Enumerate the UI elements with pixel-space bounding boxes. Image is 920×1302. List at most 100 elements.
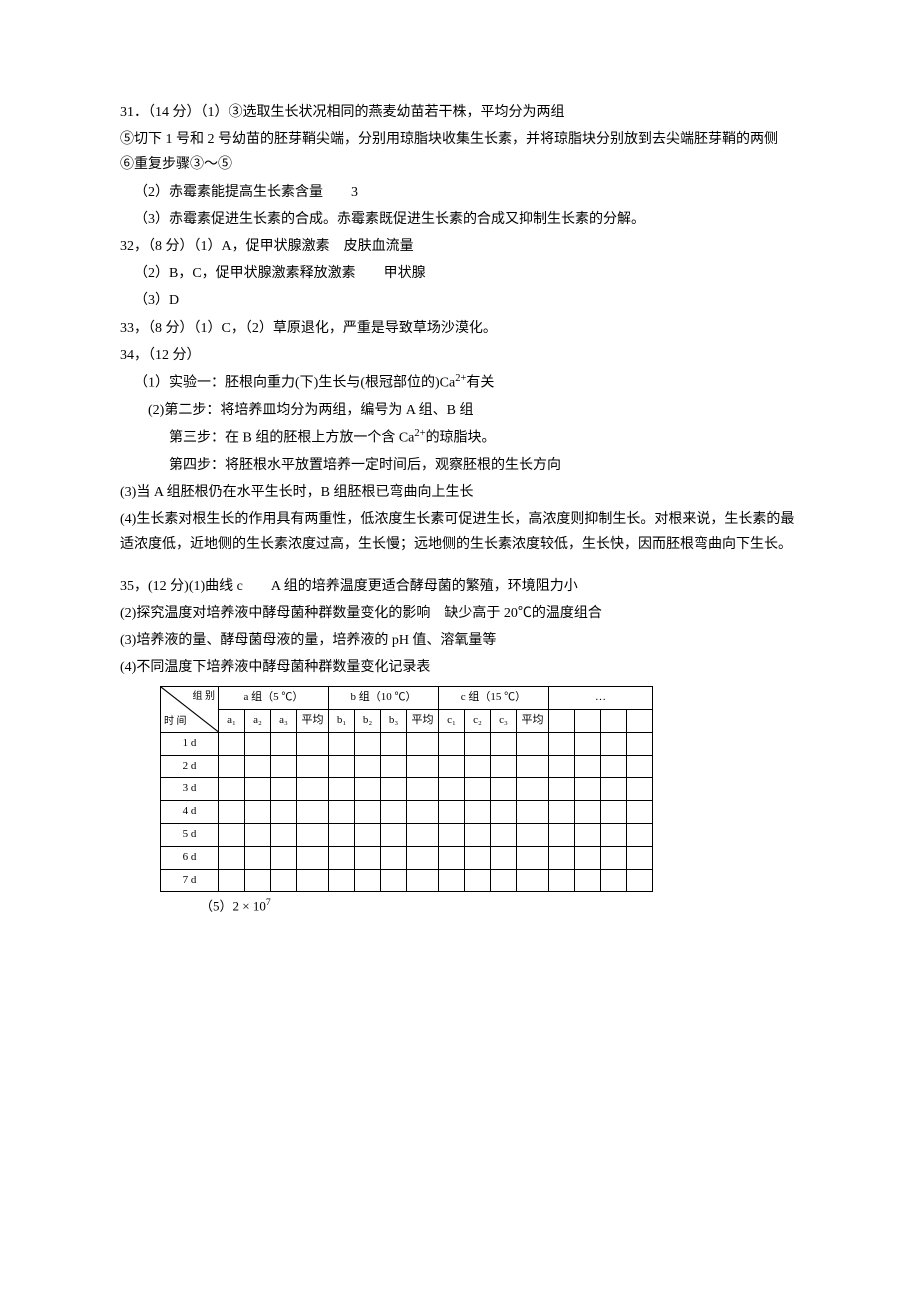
data-cell bbox=[297, 778, 329, 801]
q34-line5: 第四步：将胚根水平放置培养一定时间后，观察胚根的生长方向 bbox=[120, 453, 800, 478]
data-cell bbox=[601, 824, 627, 847]
data-cell bbox=[245, 778, 271, 801]
data-cell bbox=[439, 824, 465, 847]
q35-line2: (2)探究温度对培养液中酵母菌种群数量变化的影响 缺少高于 20℃的温度组合 bbox=[120, 601, 800, 626]
data-cell bbox=[381, 755, 407, 778]
data-cell bbox=[627, 732, 653, 755]
time-cell: 6 d bbox=[161, 846, 219, 869]
q34-line6: (3)当 A 组胚根仍在水平生长时，B 组胚根已弯曲向上生长 bbox=[120, 480, 800, 505]
data-cell bbox=[575, 778, 601, 801]
data-cell bbox=[601, 801, 627, 824]
data-cell bbox=[517, 869, 549, 892]
data-cell bbox=[219, 824, 245, 847]
q31-line3: （2）赤霉素能提高生长素含量 3 bbox=[120, 180, 800, 205]
data-cell bbox=[271, 846, 297, 869]
data-cell bbox=[517, 846, 549, 869]
data-cell bbox=[549, 732, 575, 755]
q34-line2-a: （1）实验一：胚根向重力(下)生长与(根冠部位的)Ca bbox=[134, 376, 455, 391]
data-cell bbox=[439, 846, 465, 869]
data-cell bbox=[355, 801, 381, 824]
data-cell bbox=[517, 732, 549, 755]
col-a3: a₃ bbox=[271, 710, 297, 733]
data-cell bbox=[297, 755, 329, 778]
q34-line4: 第三步：在 B 组的胚根上方放一个含 Ca2+的琼脂块。 bbox=[120, 425, 800, 451]
q34-line3: (2)第二步：将培养皿均分为两组，编号为 A 组、B 组 bbox=[120, 398, 800, 423]
data-cell bbox=[627, 869, 653, 892]
data-cell bbox=[575, 824, 601, 847]
data-table: 组 别 时 间 a 组（5 ℃） b 组（10 ℃） c 组（15 ℃） … a… bbox=[160, 686, 653, 892]
data-cell bbox=[601, 869, 627, 892]
data-cell bbox=[549, 755, 575, 778]
data-cell bbox=[491, 846, 517, 869]
data-cell bbox=[601, 732, 627, 755]
data-cell bbox=[297, 824, 329, 847]
data-cell bbox=[627, 846, 653, 869]
data-cell bbox=[219, 801, 245, 824]
data-cell bbox=[491, 755, 517, 778]
table-row: 2 d bbox=[161, 755, 653, 778]
group-a-header: a 组（5 ℃） bbox=[219, 687, 329, 710]
data-cell bbox=[407, 732, 439, 755]
data-cell bbox=[575, 801, 601, 824]
data-cell bbox=[465, 801, 491, 824]
col-e1 bbox=[549, 710, 575, 733]
col-a1: a₁ bbox=[219, 710, 245, 733]
data-cell bbox=[219, 778, 245, 801]
data-cell bbox=[491, 778, 517, 801]
data-cell bbox=[601, 846, 627, 869]
data-cell bbox=[271, 801, 297, 824]
data-cell bbox=[575, 755, 601, 778]
time-cell: 3 d bbox=[161, 778, 219, 801]
col-b1: b₁ bbox=[329, 710, 355, 733]
time-cell: 2 d bbox=[161, 755, 219, 778]
col-b-avg: 平均 bbox=[407, 710, 439, 733]
data-cell bbox=[627, 801, 653, 824]
data-cell bbox=[407, 869, 439, 892]
col-c1: c₁ bbox=[439, 710, 465, 733]
ca-sup-2: 2+ bbox=[414, 428, 425, 439]
time-cell: 7 d bbox=[161, 869, 219, 892]
data-cell bbox=[271, 778, 297, 801]
q35-line3: (3)培养液的量、酵母菌母液的量，培养液的 pH 值、溶氧量等 bbox=[120, 628, 800, 653]
data-cell bbox=[329, 869, 355, 892]
q35-line4: (4)不同温度下培养液中酵母菌种群数量变化记录表 bbox=[120, 655, 800, 680]
data-cell bbox=[465, 824, 491, 847]
q31-line1: 31．（14 分）（1）③选取生长状况相同的燕麦幼苗若干株，平均分为两组 bbox=[120, 100, 800, 125]
data-cell bbox=[491, 801, 517, 824]
data-cell bbox=[575, 846, 601, 869]
col-b3: b₃ bbox=[381, 710, 407, 733]
group-ellipsis-header: … bbox=[549, 687, 653, 710]
q31-line4: （3）赤霉素促进生长素的合成。赤霉素既促进生长素的合成又抑制生长素的分解。 bbox=[120, 207, 800, 232]
data-cell bbox=[245, 869, 271, 892]
time-cell: 4 d bbox=[161, 801, 219, 824]
col-e3 bbox=[601, 710, 627, 733]
q34-line2-b: 有关 bbox=[466, 376, 494, 391]
data-cell bbox=[549, 824, 575, 847]
col-e2 bbox=[575, 710, 601, 733]
col-b2: b₂ bbox=[355, 710, 381, 733]
data-cell bbox=[465, 869, 491, 892]
q34-line1: 34，（12 分） bbox=[120, 343, 800, 368]
q34-line2: （1）实验一：胚根向重力(下)生长与(根冠部位的)Ca2+有关 bbox=[120, 370, 800, 396]
data-cell bbox=[271, 755, 297, 778]
table-row: 4 d bbox=[161, 801, 653, 824]
data-cell bbox=[219, 755, 245, 778]
data-cell bbox=[575, 869, 601, 892]
data-cell bbox=[465, 778, 491, 801]
col-c-avg: 平均 bbox=[517, 710, 549, 733]
data-cell bbox=[549, 778, 575, 801]
data-cell bbox=[297, 801, 329, 824]
data-cell bbox=[439, 801, 465, 824]
col-a-avg: 平均 bbox=[297, 710, 329, 733]
data-cell bbox=[381, 778, 407, 801]
data-cell bbox=[355, 778, 381, 801]
data-cell bbox=[517, 824, 549, 847]
data-cell bbox=[355, 824, 381, 847]
data-cell bbox=[491, 732, 517, 755]
data-cell bbox=[381, 824, 407, 847]
data-cell bbox=[439, 778, 465, 801]
data-cell bbox=[575, 732, 601, 755]
data-cell bbox=[407, 778, 439, 801]
data-cell bbox=[245, 732, 271, 755]
data-cell bbox=[329, 732, 355, 755]
